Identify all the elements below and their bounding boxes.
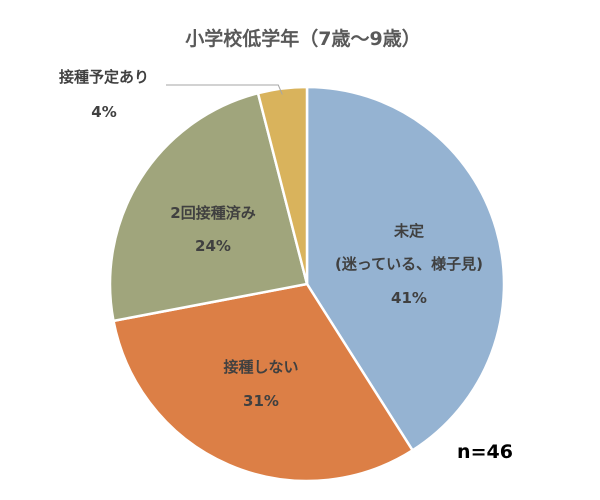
pie-slices	[108, 85, 506, 483]
pie-slice-3	[108, 91, 309, 323]
pie-slice-2	[112, 282, 415, 483]
slice-label-4-line-1: 接種予定あり	[59, 68, 149, 86]
slice-label-1-line-1: 未定	[393, 222, 424, 240]
slice-label-2-line-1: 接種しない	[223, 358, 298, 376]
pie-slice-4	[256, 85, 309, 285]
sample-size-label: n=46	[457, 441, 513, 463]
slice-label-3-line-1: 2回接種済み	[170, 204, 255, 222]
slice-value-label-2: 31%	[243, 392, 279, 410]
slice-value-label-4: 4%	[91, 103, 116, 121]
chart-title: 小学校低学年（7歳～9歳）	[185, 27, 420, 50]
slice-labels: 未定 (迷っている、様子見) 41% 接種しない 31% 2回接種済み 24% 接種予定あり 4…	[59, 68, 483, 410]
slice-value-label-1: 41%	[391, 289, 427, 307]
leader-lines	[166, 84, 283, 95]
slice-value-label-3: 24%	[195, 237, 231, 255]
leader-line-4	[166, 84, 283, 95]
slice-label-1-line-2: (迷っている、様子見)	[335, 255, 483, 273]
